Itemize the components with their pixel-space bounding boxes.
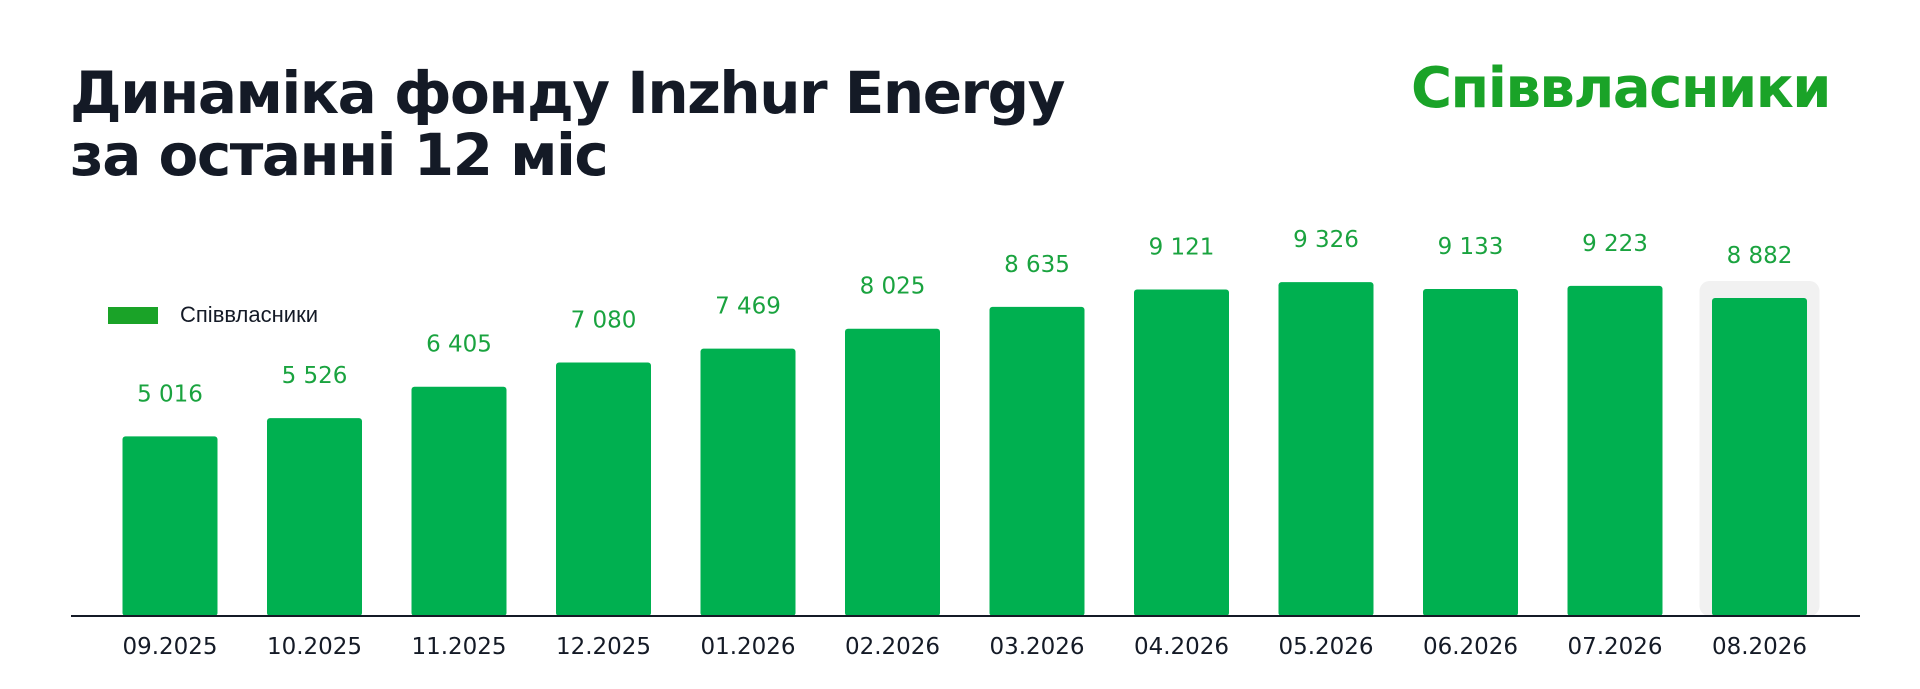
x-axis-tick-label: 05.2026 [1278,634,1373,660]
bar [411,386,507,616]
x-axis-tick-label: 06.2026 [1423,634,1518,660]
x-axis-tick-label: 12.2025 [556,634,651,660]
bar [989,306,1085,616]
bar [1278,282,1374,616]
x-axis-tick-label: 10.2025 [267,634,362,660]
x-axis-tick-label: 02.2026 [845,634,940,660]
bar-value-label: 5 526 [282,363,348,389]
x-axis-tick-label: 01.2026 [700,634,795,660]
bar-value-label: 6 405 [426,332,492,358]
x-axis-tick-label: 03.2026 [989,634,1084,660]
x-axis-tick-label: 11.2025 [411,634,506,660]
bar-value-label: 7 080 [571,308,637,334]
chart-title-line-1: Динаміка фонду Inzhur Energy [70,59,1066,127]
bar [845,328,940,616]
bar-value-label: 9 223 [1582,231,1648,257]
bar [1712,298,1807,616]
chart-title: Динаміка фонду Inzhur Energy за останні … [70,59,1066,189]
bar [1134,289,1229,616]
bar-value-label: 8 635 [1004,252,1070,278]
x-axis-tick-label: 07.2026 [1567,634,1662,660]
bar-value-label: 5 016 [137,381,203,407]
brand-heading: Співвласники [1410,56,1832,121]
x-axis-tick-label: 04.2026 [1134,634,1229,660]
x-axis-tick-label: 08.2026 [1712,634,1807,660]
bar [556,362,651,616]
bar-value-label: 9 121 [1149,234,1215,260]
chart-title-line-2: за останні 12 міс [70,121,609,189]
bar [1423,289,1518,616]
bar-value-label: 9 326 [1293,227,1359,253]
bar [700,348,796,616]
legend-label: Співвласники [180,302,318,327]
bar-value-label: 7 469 [715,294,781,320]
bar-value-label: 8 025 [860,274,926,300]
bar-value-label: 8 882 [1727,243,1793,269]
legend-swatch [108,306,158,324]
chart-legend: Співвласники [108,302,318,328]
bar [122,436,218,616]
bar [267,418,362,616]
x-axis-tick-label: 09.2025 [122,634,217,660]
bar [1567,285,1663,616]
bar-value-label: 9 133 [1438,234,1504,260]
